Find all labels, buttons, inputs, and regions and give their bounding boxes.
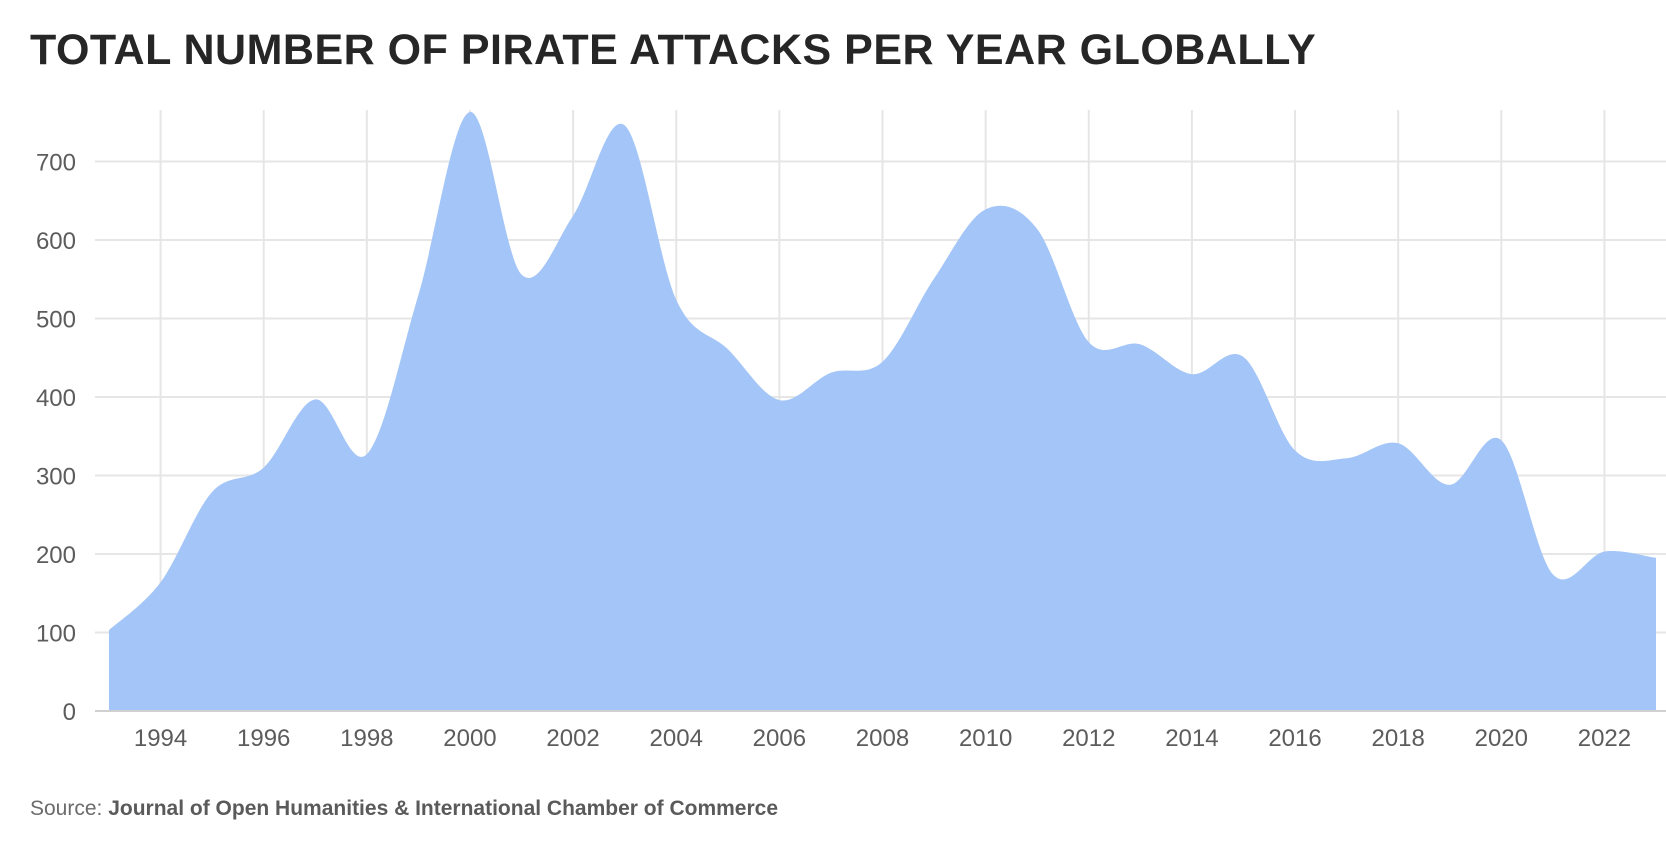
y-tick-label: 500 <box>36 307 76 334</box>
data-point-2001 <box>519 272 525 278</box>
y-tick-label: 300 <box>36 464 76 491</box>
data-point-2003 <box>622 122 628 128</box>
x-tick-label: 1994 <box>134 725 187 752</box>
data-point-2000 <box>467 109 473 115</box>
data-point-1997 <box>312 396 318 402</box>
data-point-1996 <box>261 465 267 471</box>
data-point-2006 <box>776 397 782 403</box>
x-tick-label: 2010 <box>959 725 1012 752</box>
area-chart: 0 100 200 300 400 500 600 700 1994 1996 1998 2000 20… <box>36 109 1666 753</box>
chart-title: TOTAL NUMBER OF PIRATE ATTACKS PER YEAR … <box>30 26 1317 74</box>
data-point-2007 <box>828 370 834 376</box>
data-point-2004 <box>673 297 679 303</box>
x-tick-label: 2006 <box>753 725 806 752</box>
data-point-2014 <box>1189 371 1195 377</box>
data-point-2011 <box>1034 226 1040 232</box>
area-series <box>109 111 1656 711</box>
x-tick-label: 2016 <box>1268 725 1321 752</box>
data-point-2020 <box>1498 437 1504 443</box>
x-tick-label: 2000 <box>443 725 496 752</box>
data-point-2013 <box>1137 341 1143 347</box>
x-tick-label: 2012 <box>1062 725 1115 752</box>
data-point-2015 <box>1241 354 1247 360</box>
source-prefix: Source: <box>30 797 109 820</box>
y-tick-label: 400 <box>36 385 76 412</box>
x-tick-label: 2022 <box>1578 725 1631 752</box>
data-point-2005 <box>725 346 731 352</box>
x-tick-label: 2008 <box>856 725 909 752</box>
tick-labels: 0 100 200 300 400 500 600 700 1994 1996 1998 2000 20… <box>36 150 1631 753</box>
x-tick-label: 1996 <box>237 725 290 752</box>
source-note: Source: Journal of Open Humanities & Int… <box>30 797 778 821</box>
x-tick-label: 2020 <box>1475 725 1528 752</box>
data-point-2012 <box>1086 339 1092 345</box>
x-tick-label: 2014 <box>1165 725 1218 752</box>
area-layer <box>106 109 1659 711</box>
source-text: Journal of Open Humanities & Internation… <box>108 797 778 820</box>
data-point-2019 <box>1447 482 1453 488</box>
data-point-1993 <box>106 627 112 633</box>
y-tick-label: 0 <box>63 699 76 726</box>
data-point-2009 <box>931 276 937 282</box>
data-point-2008 <box>880 359 886 365</box>
y-tick-label: 200 <box>36 542 76 569</box>
data-point-2018 <box>1395 440 1401 446</box>
y-tick-label: 100 <box>36 621 76 648</box>
data-point-2022 <box>1601 549 1607 555</box>
data-point-1994 <box>158 579 164 585</box>
x-tick-label: 2018 <box>1371 725 1424 752</box>
data-point-2023 <box>1653 555 1659 561</box>
x-tick-label: 1998 <box>340 725 393 752</box>
y-tick-label: 700 <box>36 150 76 177</box>
data-point-2021 <box>1550 571 1556 577</box>
data-point-2016 <box>1292 447 1298 453</box>
data-point-1995 <box>209 489 215 495</box>
y-tick-label: 600 <box>36 228 76 255</box>
data-point-2010 <box>983 206 989 212</box>
x-tick-label: 2004 <box>650 725 703 752</box>
data-point-1998 <box>364 451 370 457</box>
data-point-2017 <box>1344 455 1350 461</box>
x-tick-label: 2002 <box>546 725 599 752</box>
data-point-2002 <box>570 213 576 219</box>
data-point-1999 <box>415 292 421 298</box>
